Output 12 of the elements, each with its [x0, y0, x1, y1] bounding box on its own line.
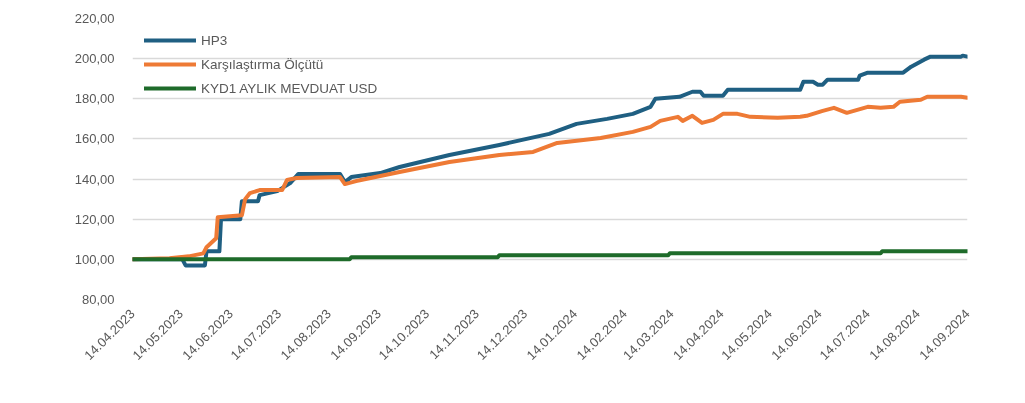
y-tick-label: 140,00: [74, 171, 115, 187]
y-tick-label: 160,00: [74, 131, 115, 147]
legend-label: HP3: [201, 32, 228, 48]
y-tick-label: 200,00: [74, 51, 115, 67]
y-tick-label: 100,00: [74, 251, 115, 267]
line-series: [132, 249, 968, 262]
legend-label: KYD1 AYLIK MEVDUAT USD: [201, 80, 378, 96]
y-tick-label: 180,00: [74, 91, 115, 107]
y-tick-label: 220,00: [74, 11, 115, 26]
y-tick-label: 120,00: [74, 211, 115, 227]
y-tick-label: 80,00: [81, 292, 115, 307]
legend-label: Karşılaştırma Ölçütü: [201, 56, 324, 72]
